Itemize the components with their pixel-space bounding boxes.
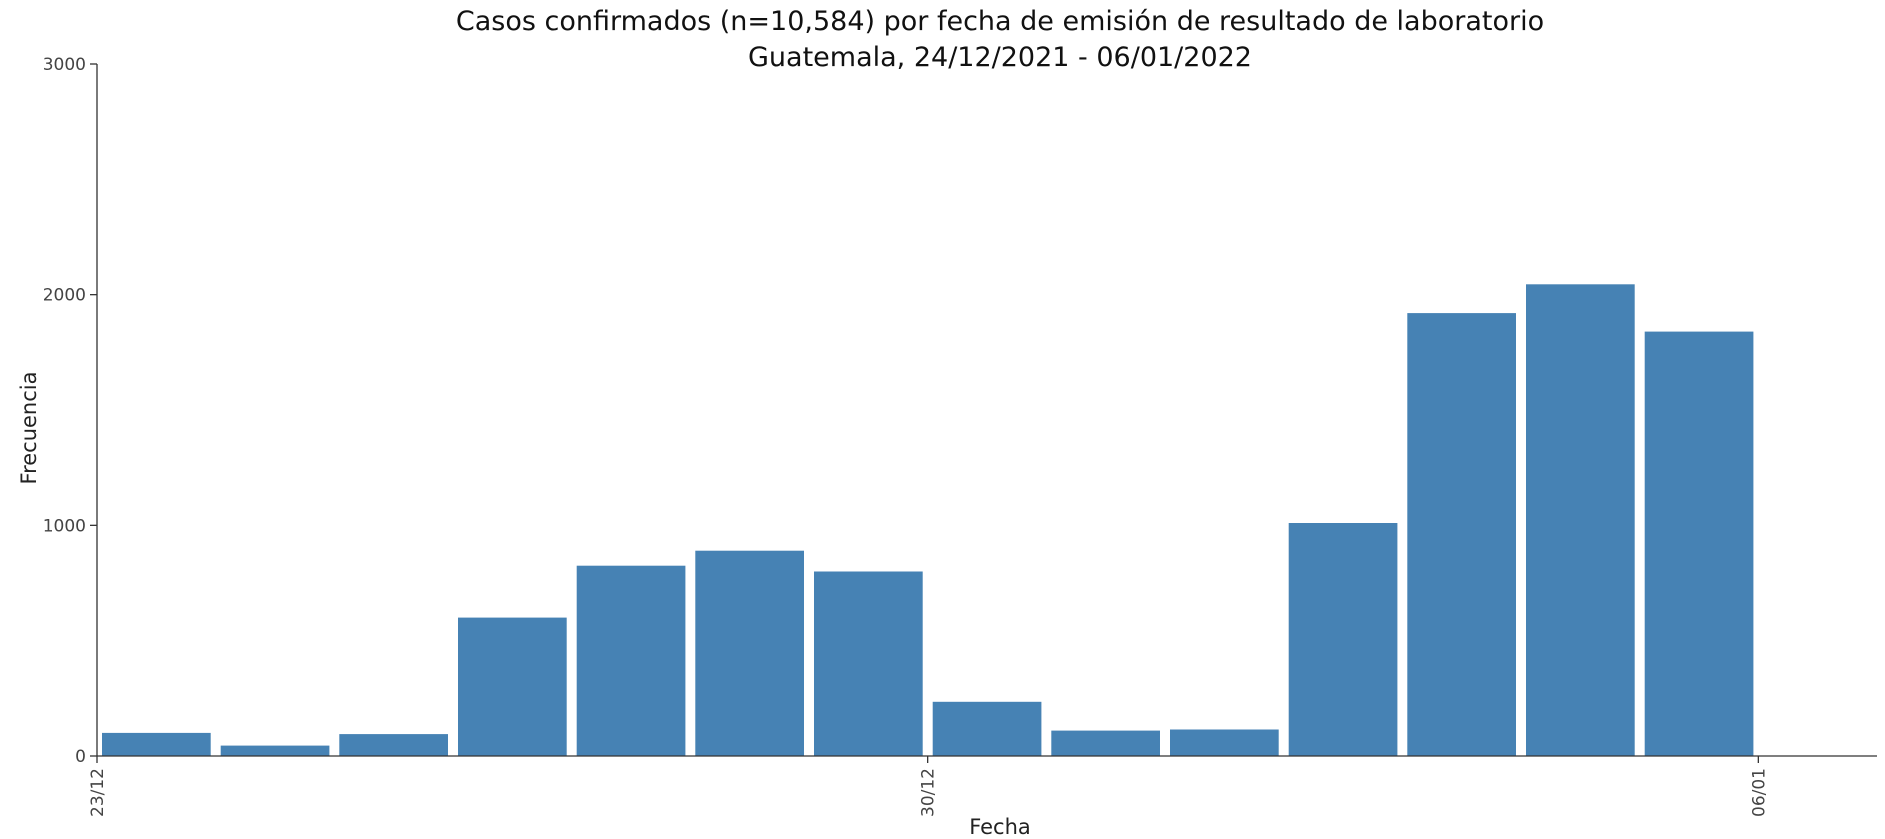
x-tick-label: 23/12 [88, 768, 108, 817]
bar-2021-12-29 [695, 550, 804, 756]
x-axis: 23/12 30/12 06/01 [88, 755, 1877, 817]
x-tick-label: 30/12 [919, 768, 939, 817]
y-axis-title: Frecuencia [17, 372, 41, 485]
bar-2021-12-27 [458, 617, 567, 756]
bar-2022-01-02 [1170, 729, 1279, 756]
bar-2021-12-28 [576, 565, 686, 756]
x-axis-title: Fecha [969, 815, 1031, 839]
x-tick-label: 06/01 [1749, 768, 1769, 817]
y-tick-label: 1000 [43, 516, 86, 536]
y-tick-label: 0 [75, 747, 86, 767]
bar-2022-01-04 [1407, 313, 1516, 756]
bar-2021-12-25 [220, 745, 330, 756]
chart-subtitle: Guatemala, 24/12/2021 - 06/01/2022 [748, 42, 1252, 73]
bar-2022-01-03 [1288, 523, 1398, 756]
bar-2022-01-05 [1526, 284, 1635, 756]
bar-2021-12-26 [339, 734, 448, 756]
y-tick-label: 2000 [43, 286, 86, 306]
bar-2021-12-30 [814, 571, 923, 756]
y-axis: 0 1000 2000 3000 [43, 55, 98, 767]
y-tick-label: 3000 [43, 55, 86, 75]
bars-group [102, 284, 1754, 756]
bar-2021-12-31 [932, 701, 1042, 756]
bar-2022-01-06 [1644, 331, 1754, 756]
chart-title: Casos confirmados (n=10,584) por fecha d… [456, 6, 1544, 37]
bar-2021-12-24 [102, 732, 211, 756]
bar-2022-01-01 [1051, 730, 1160, 756]
